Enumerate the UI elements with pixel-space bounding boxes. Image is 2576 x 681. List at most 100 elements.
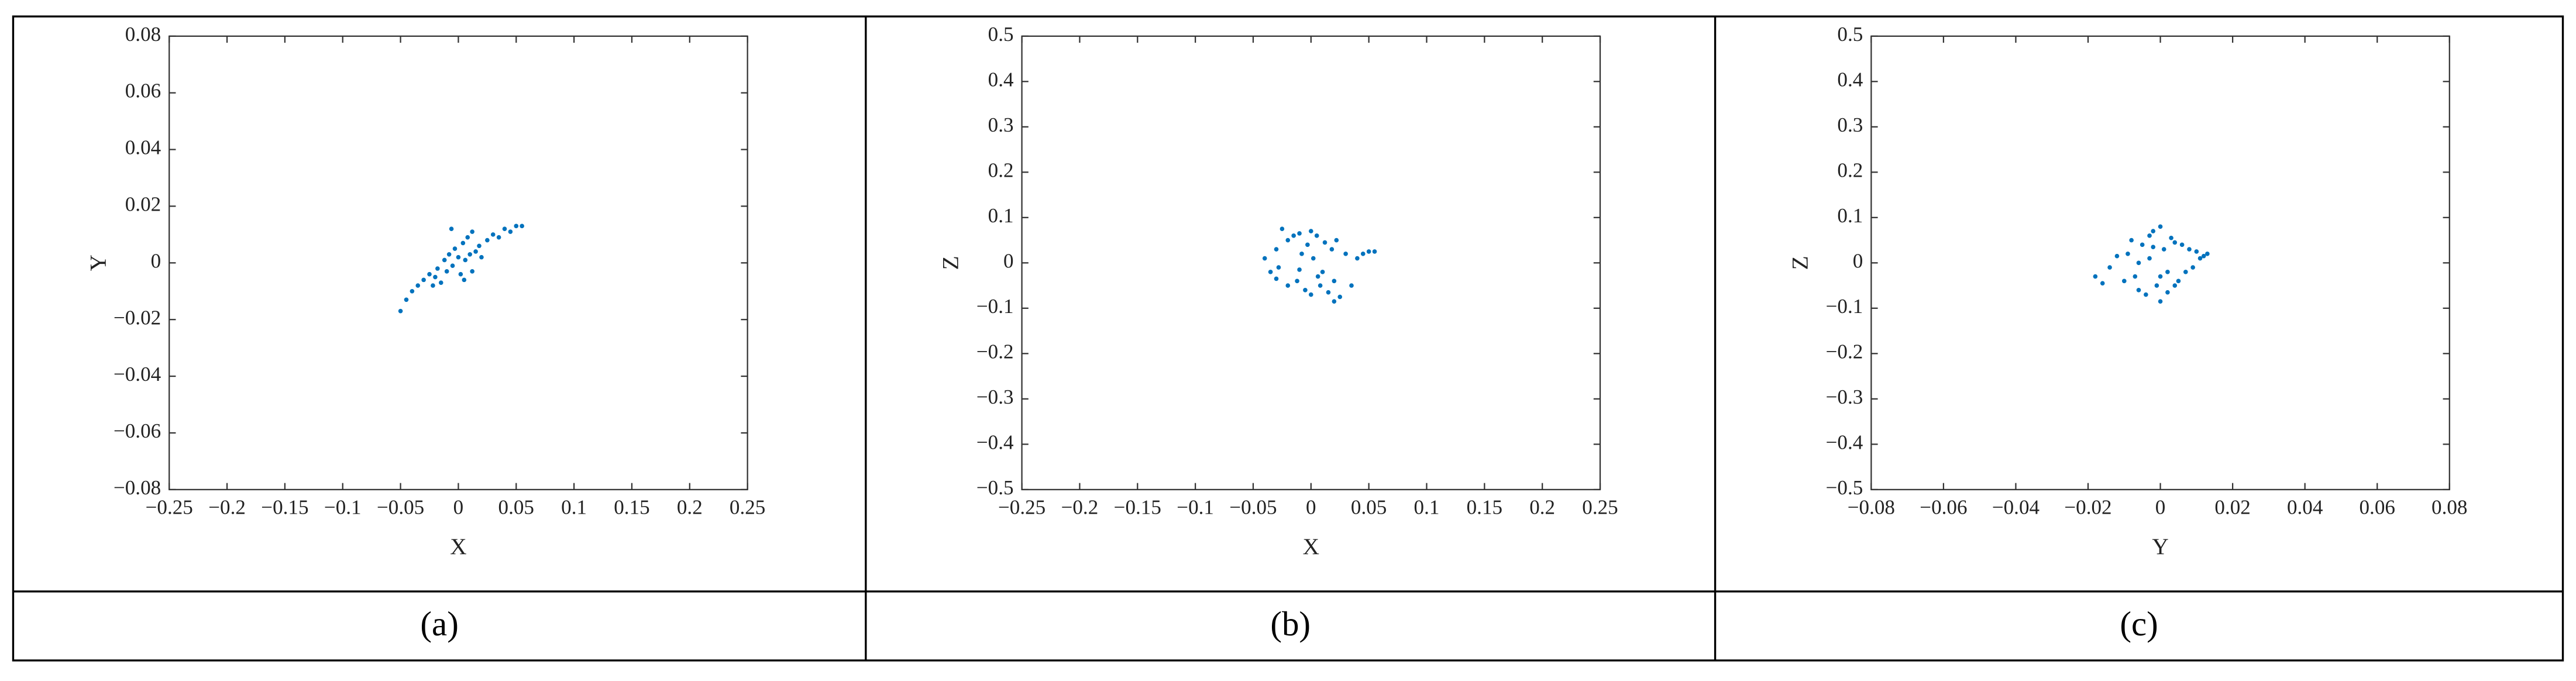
scatter-point [2093,274,2098,279]
scatter-point [1334,238,1339,243]
scatter-point [456,254,461,260]
y-tick-label: −0.3 [976,386,1014,408]
scatter-point [1276,265,1281,270]
scatter-point [1285,238,1291,243]
y-tick-label: −0.06 [114,419,161,442]
scatter-point [1297,231,1302,236]
scatter-point [452,246,458,251]
x-tick-label: −0.1 [324,496,362,519]
scatter-point [1314,233,1319,238]
scatter-point [1285,283,1291,288]
scatter-point [2165,270,2170,274]
scatter-point [2136,288,2141,293]
y-tick-label: 0.1 [1837,204,1863,227]
scatter-point [2183,270,2188,274]
scatter-point [1318,283,1323,288]
scatter-point [2169,235,2173,240]
scatter-point [2158,299,2163,304]
x-tick-label: 0.1 [561,496,587,519]
x-tick-label: −0.2 [208,496,246,519]
scatter-point [398,308,403,314]
y-tick-label: 0.08 [125,23,161,46]
scatter-point [2154,283,2159,288]
x-axis-label: X [450,534,466,559]
scatter-point [2158,224,2163,229]
scatter-point [2126,252,2130,256]
scatter-point [2205,252,2210,256]
scatter-point [2107,265,2112,270]
x-tick-label: 0.1 [1414,496,1440,519]
x-tick-label: −0.1 [1177,496,1214,519]
x-tick-label: 0.05 [1351,496,1387,519]
scatter-point [1291,233,1296,238]
scatter-point [2172,240,2178,245]
scatter-point [1311,256,1316,261]
y-tick-label: −0.1 [1826,295,1863,318]
scatter-point [2136,260,2141,266]
x-tick-label: 0.25 [1582,496,1618,519]
plot-box [1870,35,2450,490]
y-tick-label: 0 [151,249,161,272]
y-tick-label: −0.08 [114,476,161,499]
scatter-point [479,254,484,260]
scatter-point [449,226,454,231]
scatter-point [442,257,447,263]
scatter-point [1366,249,1371,254]
scatter-point [1274,276,1279,281]
scatter-point [1337,294,1343,300]
scatter-point [463,257,468,263]
scatter-point [2140,242,2145,247]
x-tick-label: −0.06 [1920,496,1967,519]
scatter-point [514,223,519,229]
scatter-point [421,277,426,283]
x-tick-label: 0.06 [2360,496,2395,519]
scatter-point [1299,252,1304,256]
scatter-point [496,235,501,240]
y-tick-label: −0.4 [1826,431,1863,453]
x-tick-label: 0.15 [1467,496,1502,519]
y-axis-label: Z [938,256,964,270]
x-tick-label: 0 [1306,496,1316,519]
panel-caption: (a) [420,604,458,643]
scatter-point [427,271,432,277]
scatter-point [410,288,415,294]
scatter-point [460,240,466,246]
scatter-point [1315,274,1320,279]
scatter-point [520,223,524,229]
y-tick-label: 0.2 [1837,159,1863,181]
y-axis-label: Z [1787,256,1813,270]
y-tick-label: −0.2 [976,340,1014,363]
scatter-point [446,252,452,257]
y-tick-label: 0.4 [988,68,1014,91]
scatter-point [2165,290,2170,295]
scatter-point [1343,252,1348,256]
scatter-point [1360,252,1366,256]
x-tick-label: 0.2 [677,496,703,519]
scatter-point [1295,278,1299,284]
x-tick-label: 0 [453,496,464,519]
panel-caption: (b) [1270,604,1311,643]
scatter-point [508,229,513,234]
scatter-point [415,283,421,288]
scatter-point [2194,249,2199,254]
y-tick-label: −0.5 [976,476,1014,499]
scatter-point [458,271,463,277]
scatter-point [2187,247,2192,252]
scatter-point [2179,242,2185,247]
x-tick-label: −0.05 [1229,496,1277,519]
scatter-point [1309,229,1313,233]
x-tick-label: 0.02 [2214,496,2250,519]
scatter-point [470,269,474,274]
x-tick-label: −0.25 [146,496,193,519]
y-tick-label: −0.3 [1826,386,1863,408]
scatter-point [1274,247,1279,252]
scatter-point [433,274,438,280]
x-tick-label: −0.08 [1848,496,1895,519]
y-tick-label: −0.04 [114,363,161,386]
x-tick-label: −0.15 [1114,496,1161,519]
y-tick-label: 0.04 [125,136,161,159]
scatter-point [1322,240,1327,245]
scatter-point [2158,274,2163,279]
x-tick-label: −0.2 [1061,496,1099,519]
